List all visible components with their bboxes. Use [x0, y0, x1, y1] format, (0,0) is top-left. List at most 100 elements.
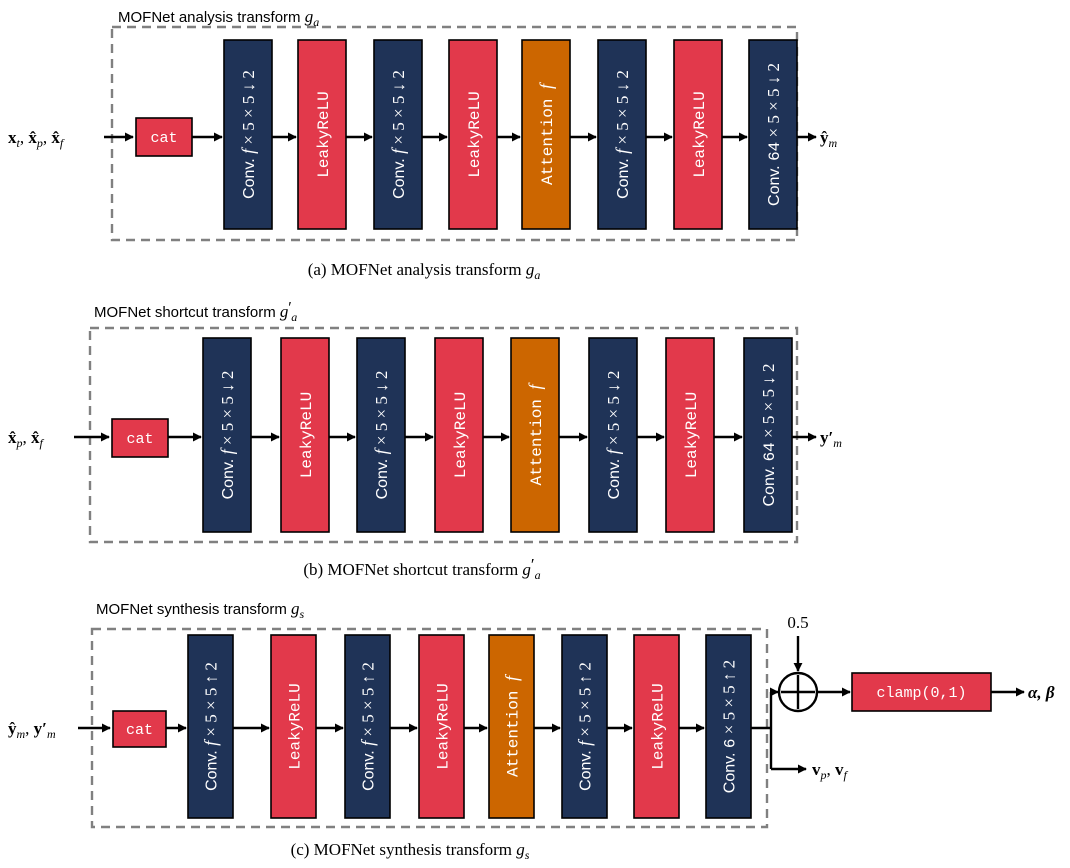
- leakyrelu-block-rect: [270, 634, 317, 819]
- conv-prefix: Conv.: [578, 746, 595, 791]
- final-output-label: α, β: [1028, 683, 1055, 702]
- leakyrelu-text: LeakyReLU: [691, 91, 709, 177]
- attention-block: Attention f: [510, 337, 560, 533]
- panel-caption: (b) MOFNet shortcut transform g′a: [303, 555, 540, 582]
- conv-block-rect: [187, 634, 234, 819]
- conv-block: Conv. f × 5 × 5 ↓ 2: [223, 39, 273, 230]
- cat-label: cat: [126, 431, 153, 448]
- panel-title-symbol: g: [291, 599, 300, 618]
- conv-prefix: Conv.: [722, 748, 739, 793]
- leakyrelu-block-label: LeakyReLU: [650, 683, 668, 769]
- label-subscript: m: [829, 136, 838, 150]
- attention-block-rect: [521, 39, 571, 230]
- panel-shortcut: MOFNet shortcut transform g′ax̂p​, x̂f​c…: [8, 299, 842, 582]
- input-label: ŷm​, y′m​: [8, 719, 56, 741]
- leakyrelu-text: LeakyReLU: [683, 392, 701, 478]
- conv-kernel: × 5 × 5 ↓ 2: [604, 371, 623, 450]
- panel-title-subscript: s: [300, 607, 305, 621]
- leakyrelu-block-label: LeakyReLU: [435, 683, 453, 769]
- leakyrelu-block-label: LeakyReLU: [287, 683, 305, 769]
- leakyrelu-text: LeakyReLU: [298, 392, 316, 478]
- leakyrelu-text: LeakyReLU: [287, 683, 305, 769]
- label-symbol: x: [8, 128, 17, 147]
- label-subscript: f: [844, 768, 849, 782]
- caption-symbol: g: [522, 560, 531, 579]
- conv-block-rect: [743, 337, 793, 533]
- conv-channels: f: [612, 146, 632, 154]
- cat-block: [135, 117, 193, 157]
- panel-title-text: MOFNet shortcut transform: [94, 304, 280, 321]
- label-symbol: ŷ: [820, 128, 829, 147]
- conv-block-rect: [373, 39, 423, 230]
- leakyrelu-block-label: LeakyReLU: [691, 91, 709, 177]
- conv-kernel: × 5 × 5 ↓ 2: [218, 371, 237, 450]
- attention-block-rect: [488, 634, 535, 819]
- conv-block: Conv. 64 × 5 × 5 ↓ 2: [748, 39, 798, 230]
- conv-block: Conv. f × 5 × 5 ↓ 2: [597, 39, 647, 230]
- panel-title-symbol: g: [280, 302, 289, 321]
- conv-block: Conv. 64 × 5 × 5 ↓ 2: [743, 337, 793, 533]
- label-subscript: m: [17, 727, 26, 741]
- conv-channels: f: [201, 738, 221, 746]
- conv-kernel: × 5 × 5 ↓ 2: [389, 70, 408, 149]
- leakyrelu-block: LeakyReLU: [297, 39, 347, 230]
- conv-channels: f: [238, 146, 258, 154]
- conv-kernel: × 5 × 5 ↓ 2: [764, 63, 783, 142]
- label-subscript: m: [833, 436, 842, 450]
- panel-frame: [88, 326, 799, 544]
- conv-channels: f: [603, 446, 623, 454]
- panel-title-symbol: g: [305, 7, 314, 26]
- caption-subscript: s: [525, 848, 530, 862]
- label-subscript: p: [16, 436, 23, 450]
- conv-block-label: Conv. f × 5 × 5 ↑ 2: [201, 662, 221, 791]
- leakyrelu-block-rect: [418, 634, 465, 819]
- panel-title-prime: ′: [288, 299, 291, 316]
- conv-block-rect: [223, 39, 273, 230]
- conv-kernel: × 5 × 5 ↓ 2: [239, 70, 258, 149]
- conv-block-rect: [356, 337, 406, 533]
- attention-var: f: [525, 382, 545, 390]
- attention-text: Attention: [505, 681, 523, 777]
- label-subscript: p: [36, 136, 43, 150]
- panel-title-text: MOFNet synthesis transform: [96, 601, 291, 618]
- attention-var: f: [502, 673, 522, 681]
- label-symbol: y′: [820, 428, 833, 447]
- cat-label: cat: [126, 722, 153, 739]
- conv-block: Conv. f × 5 × 5 ↑ 2: [344, 634, 391, 819]
- output-label: vp​, vf​: [812, 760, 849, 782]
- conv-block-label: Conv. 6 × 5 × 5 ↑ 2: [720, 660, 740, 793]
- clamp-block: [851, 672, 992, 712]
- conv-block-rect: [705, 634, 752, 819]
- conv-block-label: Conv. f × 5 × 5 ↓ 2: [388, 70, 408, 199]
- attention-text: Attention: [528, 390, 546, 486]
- constant-label: 0.5: [787, 613, 808, 632]
- output-label: ŷm​: [820, 128, 838, 150]
- label-comma: ,: [25, 719, 34, 738]
- conv-kernel: × 5 × 5 ↓ 2: [613, 70, 632, 149]
- conv-channels: f: [217, 446, 237, 454]
- attention-block-label: Attention f: [536, 81, 557, 185]
- conv-block: Conv. f × 5 × 5 ↓ 2: [356, 337, 406, 533]
- leakyrelu-text: LeakyReLU: [466, 91, 484, 177]
- leakyrelu-block-rect: [633, 634, 680, 819]
- label-symbol: y′: [34, 719, 47, 738]
- conv-kernel: × 5 × 5 ↓ 2: [759, 364, 778, 443]
- conv-block-label: Conv. f × 5 × 5 ↑ 2: [358, 662, 378, 791]
- attention-block-label: Attention f: [525, 382, 546, 486]
- panel-caption: (c) MOFNet synthesis transform gs: [291, 840, 530, 862]
- conv-channels: f: [575, 738, 595, 746]
- label-subscript: m: [47, 727, 56, 741]
- label-symbol: x̂: [8, 428, 17, 447]
- conv-kernel: × 5 × 5 ↓ 2: [372, 371, 391, 450]
- conv-block-label: Conv. f × 5 × 5 ↑ 2: [575, 662, 595, 791]
- input-label: x̂p​, x̂f​: [8, 428, 45, 450]
- cat-label: cat: [150, 130, 177, 147]
- leakyrelu-block-label: LeakyReLU: [466, 91, 484, 177]
- caption-text: (c) MOFNet synthesis transform: [291, 840, 517, 859]
- conv-block-rect: [597, 39, 647, 230]
- leakyrelu-block: LeakyReLU: [448, 39, 498, 230]
- label-symbol: x̂: [28, 128, 37, 147]
